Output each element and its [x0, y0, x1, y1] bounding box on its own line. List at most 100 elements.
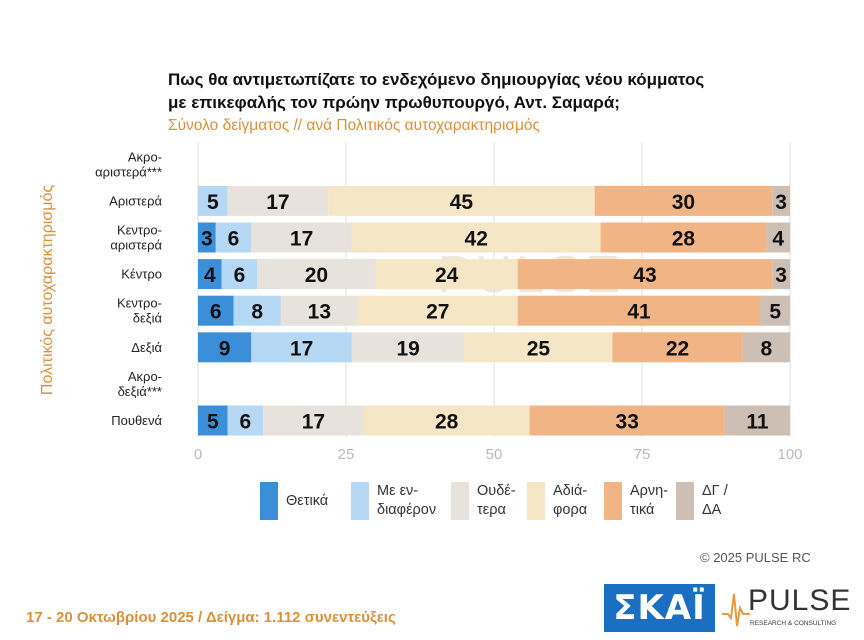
bar-value-label: 25	[527, 337, 551, 360]
stacked-bar-chart: PULSE0255075100Ακρο-αριστερά***Αριστερά5…	[95, 143, 803, 463]
bar-segment	[766, 222, 790, 253]
bar-segment	[198, 259, 222, 290]
legend-swatch	[351, 482, 369, 520]
bar-segment	[215, 222, 252, 253]
bar-segment	[233, 295, 281, 326]
bar-value-label: 3	[201, 228, 213, 251]
x-tick-label: 25	[338, 446, 355, 463]
bar-value-label: 43	[633, 264, 656, 287]
x-tick-label: 75	[634, 446, 651, 463]
bar-value-label: 8	[251, 301, 263, 324]
bar-segment	[594, 185, 773, 216]
bar-segment	[517, 259, 773, 290]
bar-value-label: 3	[775, 191, 787, 214]
bar-value-label: 17	[290, 228, 313, 251]
legend-swatch	[451, 482, 469, 520]
bar-segment	[263, 405, 364, 436]
legend-label: Αρνη- τικά	[630, 483, 669, 518]
legend-label: Θετικά	[286, 493, 329, 509]
bar-value-label: 17	[266, 191, 289, 214]
bar-value-label: 24	[435, 264, 459, 287]
bar-segment	[529, 405, 725, 436]
legend-swatch	[527, 482, 545, 520]
bar-value-label: 4	[204, 264, 216, 287]
bar-value-label: 4	[772, 228, 784, 251]
bar-segment	[363, 405, 530, 436]
bar-value-label: 30	[672, 191, 695, 214]
pulse-logo-subtext: RESEARCH & CONSULTING	[750, 620, 837, 627]
bar-segment	[772, 259, 790, 290]
bar-segment	[198, 405, 228, 436]
x-tick-label: 0	[194, 446, 202, 463]
bar-value-label: 6	[240, 411, 252, 434]
bar-segment	[351, 222, 601, 253]
bar-segment	[600, 222, 767, 253]
copyright-text: © 2025 PULSE RC	[700, 550, 811, 565]
bar-value-label: 41	[627, 301, 651, 324]
pulse-wave-icon	[722, 593, 750, 627]
bar-value-label: 20	[305, 264, 328, 287]
bar-segment	[227, 185, 329, 216]
bar-value-label: 11	[746, 411, 769, 434]
category-label: Πουθενά	[111, 413, 162, 428]
category-label: Δεξιά	[131, 340, 162, 355]
bar-segment	[251, 332, 352, 363]
bar-segment	[198, 295, 234, 326]
bar-segment	[517, 295, 761, 326]
bar-value-label: 5	[207, 191, 219, 214]
x-tick-label: 50	[486, 446, 503, 463]
x-tick-label: 100	[777, 446, 802, 463]
legend-label: Με εν- διαφέρον	[377, 483, 437, 518]
legend-label: Αδιά- φορα	[553, 483, 588, 518]
chart-title-line1: Πως θα αντιμετωπίζατε το ενδεχόμενο δημι…	[168, 70, 705, 89]
bar-value-label: 19	[396, 337, 419, 360]
legend-swatch	[604, 482, 622, 520]
bar-value-label: 13	[308, 301, 331, 324]
bar-segment	[280, 295, 358, 326]
bar-value-label: 42	[465, 228, 488, 251]
bar-value-label: 17	[290, 337, 313, 360]
bar-segment	[464, 332, 613, 363]
pulse-logo: PULSE RESEARCH & CONSULTING	[722, 584, 860, 634]
bar-segment	[724, 405, 790, 436]
bar-segment	[257, 259, 376, 290]
bar-value-label: 8	[760, 337, 772, 360]
bar-value-label: 17	[302, 411, 325, 434]
bar-segment	[198, 222, 216, 253]
bar-value-label: 28	[435, 411, 459, 434]
category-label: Ακρο-δεξιά***	[118, 369, 162, 399]
bar-value-label: 27	[426, 301, 449, 324]
bar-segment	[375, 259, 518, 290]
bar-segment	[351, 332, 465, 363]
chart-title-line2: με επικεφαλής τον πρώην πρωθυπουργό, Αντ…	[168, 93, 620, 112]
category-label: Κεντρο-αριστερά	[110, 223, 162, 253]
bar-value-label: 5	[769, 301, 781, 324]
bar-segment	[198, 185, 228, 216]
bar-value-label: 22	[666, 337, 689, 360]
bar-segment	[227, 405, 264, 436]
bar-segment	[198, 332, 252, 363]
bar-value-label: 6	[234, 264, 246, 287]
legend-swatch	[676, 482, 694, 520]
bar-value-label: 3	[775, 264, 787, 287]
bar-segment	[251, 222, 352, 253]
bar-value-label: 28	[672, 228, 696, 251]
category-label: Κέντρο	[121, 267, 162, 282]
bar-value-label: 45	[450, 191, 474, 214]
bar-segment	[612, 332, 743, 363]
bar-segment	[760, 295, 790, 326]
bar-value-label: 33	[616, 411, 639, 434]
bar-segment	[742, 332, 790, 363]
footer-fieldwork-info: 17 - 20 Οκτωβρίου 2025 / Δείγμα: 1.112 σ…	[26, 609, 396, 626]
skai-logo: ΣΚΑΪ	[604, 584, 715, 632]
legend-label: Ουδέ- τερα	[477, 483, 516, 518]
legend-swatch	[260, 482, 278, 520]
legend-label: ΔΓ / ΔΑ	[702, 483, 728, 518]
bar-segment	[221, 259, 258, 290]
category-label: Κεντρο-δεξιά	[117, 296, 163, 326]
bar-value-label: 9	[219, 337, 231, 360]
bar-value-label: 5	[207, 411, 219, 434]
skai-logo-text: ΣΚΑΪ	[613, 588, 706, 628]
category-label: Ακρο-αριστερά***	[95, 149, 162, 179]
category-label: Αριστερά	[109, 193, 162, 208]
